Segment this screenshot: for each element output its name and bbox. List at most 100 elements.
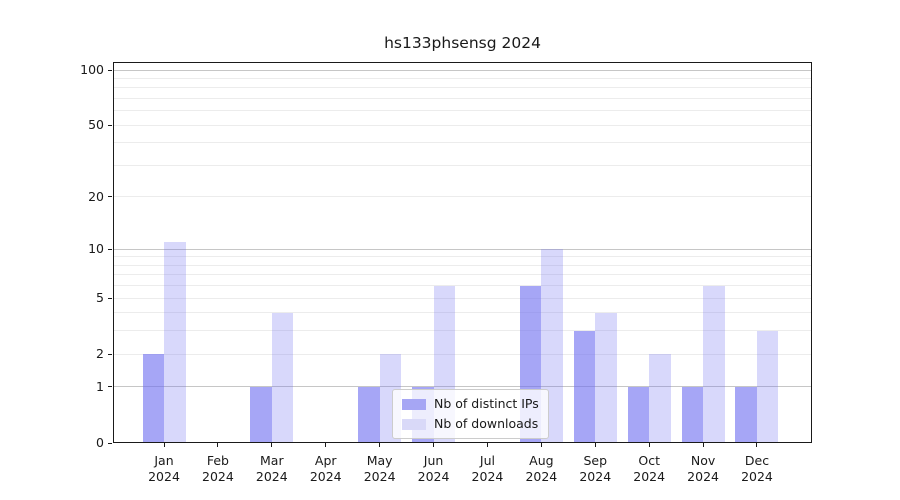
x-tick-label: Jul 2024 [457,453,517,484]
x-label-year: 2024 [579,468,612,484]
x-tick [486,443,488,447]
minor-gridline [113,256,812,258]
y-tick-label: 0 [96,435,104,450]
minor-gridline [113,312,812,314]
y-tick [108,442,112,444]
y-tick-label: 50 [88,117,104,133]
y-tick [108,69,112,71]
x-tick [379,443,381,447]
x-label-month: Oct [638,453,660,468]
bar-downloads-nov [703,285,725,443]
chart-title: hs133phsensg 2024 [384,34,541,52]
x-tick [648,443,650,447]
minor-gridline [113,77,812,79]
y-tick-label: 100 [80,62,104,77]
x-tick [271,443,273,447]
legend-swatch-downloads [402,418,426,430]
x-tick [433,443,435,447]
legend-label-downloads: Nb of downloads [434,416,539,431]
bar-downloads-oct [649,354,671,443]
x-label-month: Jun [423,453,444,468]
x-tick [163,443,165,447]
bar-distinct-ips-sep [573,330,596,443]
x-label-year: 2024 [633,468,666,484]
y-tick [108,248,112,250]
bar-downloads-dec [756,330,779,443]
y-tick [108,297,112,299]
legend: Nb of distinct IPs Nb of downloads [392,389,549,439]
x-label-year: 2024 [687,468,719,484]
minor-gridline [113,330,812,332]
legend-item-downloads: Nb of downloads [402,417,539,431]
x-label-month: Aug [529,453,554,468]
bar-downloads-mar [271,312,294,443]
x-tick-label: Dec 2024 [727,453,787,484]
y-tick-label: 20 [88,188,104,204]
x-tick-label: Nov 2024 [673,453,733,484]
x-label-month: Mar [260,453,284,468]
x-tick [594,443,596,447]
major-gridline [113,69,812,71]
minor-gridline [113,274,812,276]
y-tick [108,196,112,198]
minor-gridline [113,196,812,198]
x-label-year: 2024 [741,468,773,484]
plot-area: Nb of distinct IPs Nb of downloads Jan 20… [80,62,812,484]
x-label-month: Jan [154,453,174,468]
bar-distinct-ips-nov [681,386,704,443]
x-label-month: Nov [690,453,716,468]
major-gridline [113,248,812,250]
minor-gridline [113,124,812,126]
x-label-year: 2024 [471,468,504,484]
x-tick-label: Oct 2024 [619,453,679,484]
x-tick-label: Apr 2024 [296,453,356,484]
x-label-month: Jul [479,453,495,468]
x-tick-label: Mar 2024 [242,453,302,484]
minor-gridline [113,297,812,299]
x-tick [325,443,327,447]
bar-distinct-ips-mar [250,386,272,443]
x-tick [217,443,219,447]
legend-swatch-distinct-ips [402,398,426,410]
bar-distinct-ips-jan [142,354,164,443]
y-tick-label: 5 [96,290,104,306]
x-label-year: 2024 [202,468,234,484]
major-gridline [113,386,812,388]
x-label-month: Sep [583,453,608,468]
x-label-month: May [366,453,393,468]
x-label-month: Apr [314,453,337,468]
x-tick-label: May 2024 [350,453,410,484]
y-tick-label: 2 [96,346,104,362]
minor-gridline [113,353,812,355]
bar-distinct-ips-oct [627,386,650,443]
x-label-year: 2024 [525,468,558,484]
legend-label-distinct-ips: Nb of distinct IPs [434,396,539,411]
minor-gridline [113,97,812,99]
x-label-year: 2024 [363,468,396,484]
x-label-year: 2024 [309,468,342,484]
x-label-year: 2024 [255,468,288,484]
minor-gridline [113,264,812,266]
bar-downloads-jan [164,242,186,443]
minor-gridline [113,87,812,89]
y-tick-label: 10 [88,241,104,257]
bar-distinct-ips-dec [735,386,757,443]
y-tick [108,353,112,355]
x-tick-label: Jun 2024 [404,453,464,484]
x-tick-label: Feb 2024 [188,453,248,484]
x-tick [702,443,704,447]
minor-gridline [113,164,812,166]
minor-gridline [113,110,812,112]
bar-downloads-sep [595,312,617,443]
x-label-month: Dec [744,453,770,468]
x-label-month: Feb [206,453,229,468]
x-tick-label: Sep 2024 [565,453,625,484]
y-tick [108,124,112,126]
x-label-year: 2024 [417,468,450,484]
minor-gridline [113,142,812,144]
y-tick [108,386,112,388]
legend-item-distinct-ips: Nb of distinct IPs [402,397,539,411]
x-tick [540,443,542,447]
y-tick-label: 1 [96,378,104,394]
